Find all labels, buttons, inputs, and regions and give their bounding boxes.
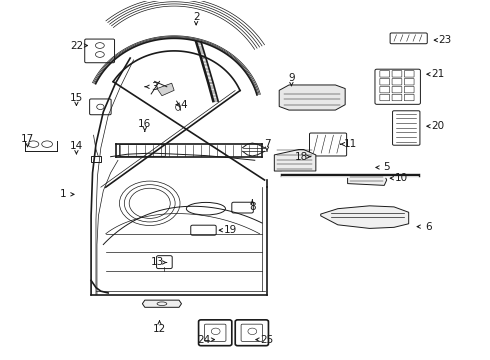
Text: 12: 12	[153, 324, 166, 334]
Polygon shape	[143, 300, 181, 307]
Text: 14: 14	[70, 141, 83, 151]
Text: 18: 18	[294, 152, 308, 162]
Text: 5: 5	[383, 162, 390, 172]
Text: 11: 11	[343, 139, 357, 149]
Polygon shape	[279, 85, 345, 110]
Text: 20: 20	[431, 121, 444, 131]
Text: 7: 7	[264, 139, 270, 149]
Text: 13: 13	[150, 257, 164, 267]
Text: 4: 4	[181, 100, 187, 110]
Text: 21: 21	[431, 69, 444, 79]
Text: 24: 24	[197, 334, 210, 345]
Text: 23: 23	[439, 35, 452, 45]
Text: 15: 15	[70, 93, 83, 103]
Text: 3: 3	[151, 82, 158, 92]
Text: 19: 19	[224, 225, 237, 235]
Text: 25: 25	[260, 334, 273, 345]
Text: 10: 10	[395, 173, 408, 183]
Polygon shape	[347, 175, 387, 185]
Polygon shape	[274, 149, 316, 171]
Text: 8: 8	[249, 202, 256, 212]
Text: 9: 9	[288, 73, 294, 83]
Text: 6: 6	[425, 222, 432, 231]
Text: 16: 16	[138, 120, 151, 129]
Text: 2: 2	[193, 12, 199, 22]
Polygon shape	[321, 206, 409, 228]
Text: 22: 22	[70, 41, 83, 50]
Text: 1: 1	[60, 189, 67, 199]
Text: 17: 17	[21, 134, 34, 144]
Polygon shape	[157, 83, 174, 96]
